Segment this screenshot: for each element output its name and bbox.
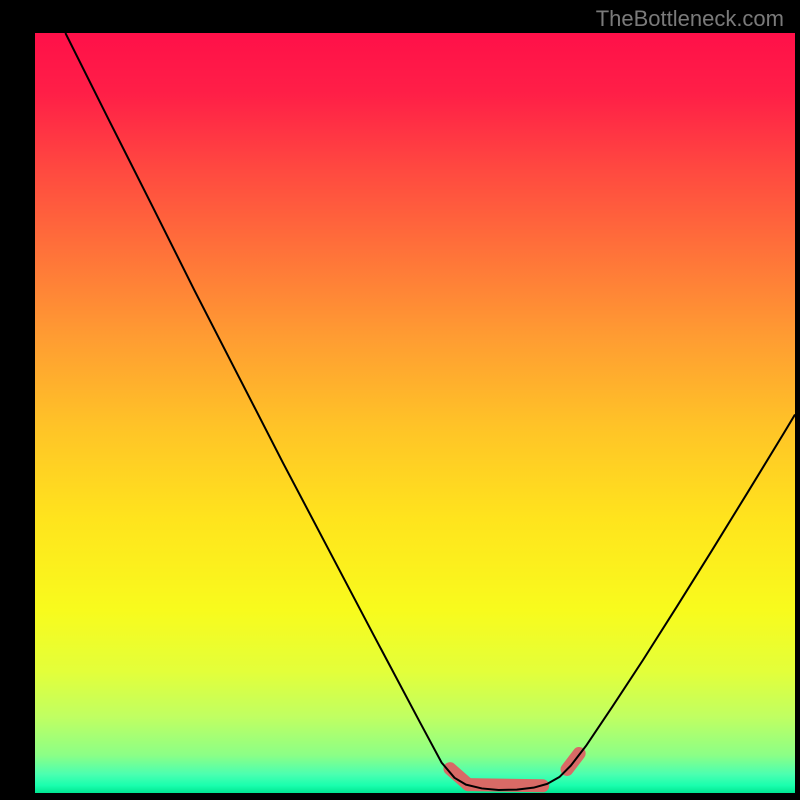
chart-svg <box>35 33 795 793</box>
chart-background <box>35 33 795 793</box>
chart-area <box>35 33 795 793</box>
watermark-text: TheBottleneck.com <box>596 6 784 32</box>
stage: TheBottleneck.com <box>0 0 800 800</box>
highlight-segment <box>468 785 542 786</box>
